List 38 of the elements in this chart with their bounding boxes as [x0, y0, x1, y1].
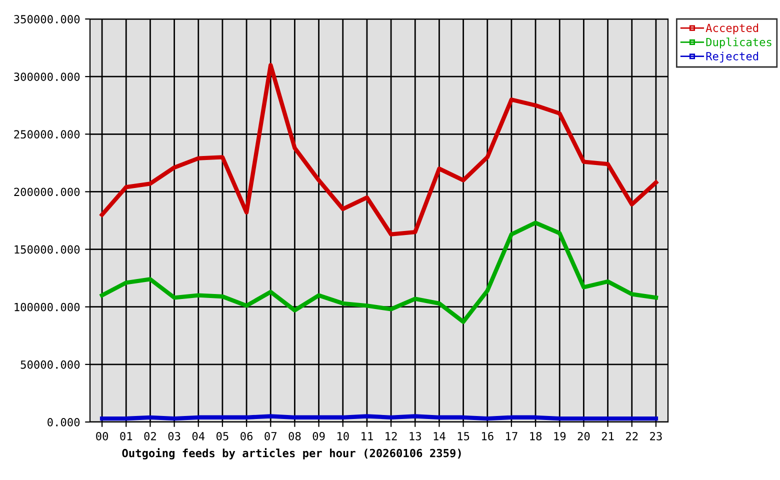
y-tick-label: 250000.000	[14, 130, 80, 139]
x-tick-label: 03	[168, 432, 180, 440]
x-tick-label: 12	[386, 432, 397, 440]
x-axis-title: Outgoing feeds by articles per hour (20260106 2359)	[122, 448, 461, 460]
x-tick-label: 21	[602, 432, 614, 440]
x-tick-label: 01	[120, 432, 132, 440]
x-tick-label: 10	[338, 432, 349, 440]
x-tick-label: 13	[410, 432, 421, 440]
y-tick-label: 200000.000	[14, 188, 80, 196]
y-tick-label: 150000.000	[14, 245, 80, 254]
x-tick-label: 22	[626, 432, 638, 440]
x-tick-label: 18	[530, 432, 542, 440]
x-tick-label: 00	[96, 432, 108, 440]
x-tick-label: 15	[458, 432, 470, 440]
x-tick-label: 20	[578, 432, 590, 440]
x-tick-label: 07	[264, 432, 276, 440]
x-tick-label: 05	[216, 432, 228, 440]
legend-label: Duplicates	[706, 38, 772, 48]
x-tick-label: 16	[482, 432, 494, 440]
x-tick-label: 23	[650, 432, 662, 440]
x-tick-label: 08	[288, 432, 301, 440]
x-tick-label: 17	[506, 432, 518, 440]
line-series	[100, 62, 658, 236]
x-tick-label: 11	[362, 432, 373, 440]
x-tick-label: 19	[554, 432, 566, 440]
y-tick-label: 100000.000	[14, 302, 80, 312]
x-tick-label: 06	[240, 432, 253, 440]
y-tick-label: 0.000	[48, 418, 80, 426]
y-tick-label: 350000.000	[14, 15, 80, 24]
x-tick-label: 04	[192, 432, 205, 440]
x-tick-label: 09	[312, 432, 325, 440]
line-series	[100, 220, 658, 324]
x-tick-label: 02	[144, 432, 156, 440]
legend-label: Accepted	[706, 24, 758, 34]
y-tick-label: 300000.000	[14, 72, 80, 81]
legend-label: Rejected	[706, 52, 758, 63]
x-tick-label: 14	[434, 432, 446, 440]
y-tick-label: 50000.000	[20, 360, 80, 369]
